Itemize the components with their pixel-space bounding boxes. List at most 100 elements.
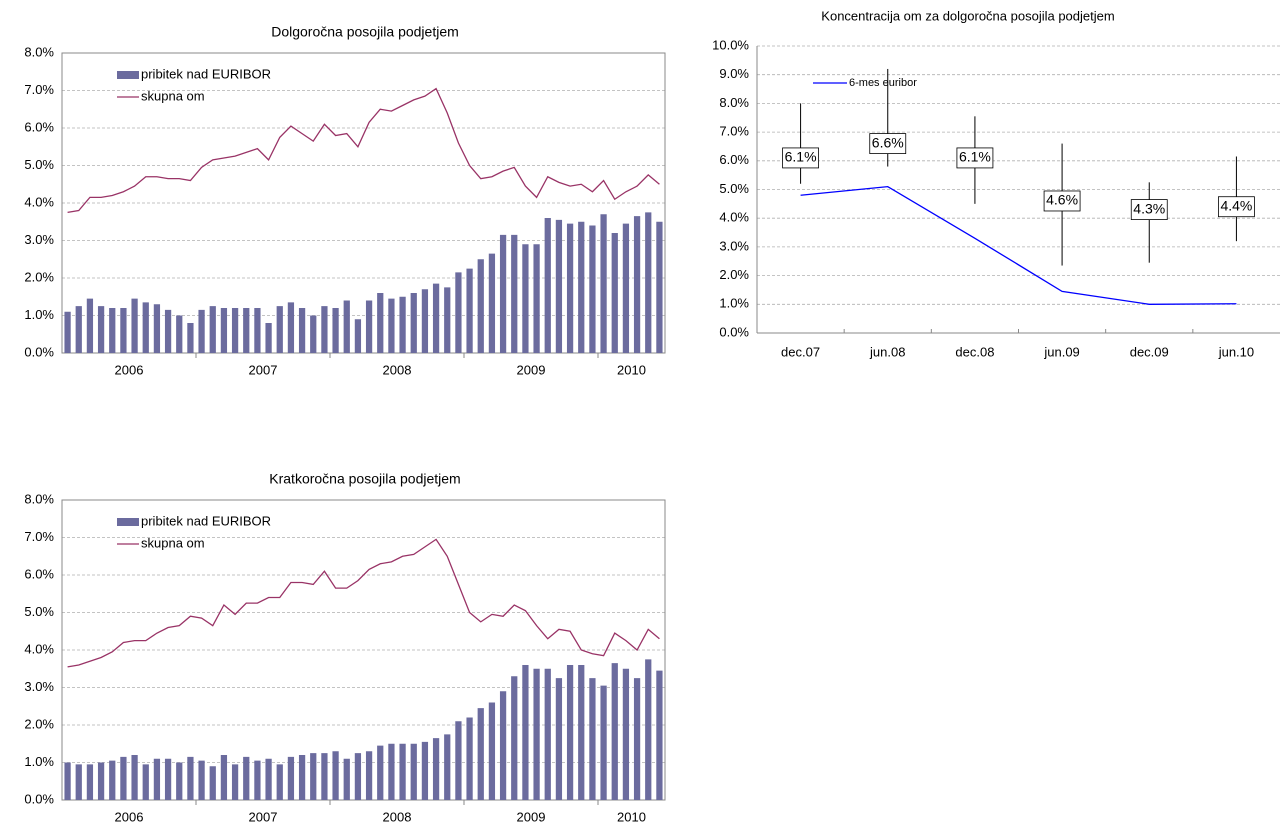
y-tick-label: 3.0% bbox=[719, 238, 749, 253]
bar bbox=[176, 315, 183, 353]
bar bbox=[97, 762, 105, 800]
y-tick-label: 4.0% bbox=[24, 641, 54, 656]
y-tick-label: 0.0% bbox=[719, 324, 749, 339]
bar bbox=[343, 758, 350, 800]
bar bbox=[220, 755, 228, 800]
bar bbox=[410, 743, 417, 800]
bar bbox=[377, 745, 384, 800]
value-box bbox=[956, 147, 994, 169]
y-tick-label: 6.0% bbox=[719, 152, 749, 167]
bar bbox=[544, 668, 551, 800]
y-tick-label: 1.0% bbox=[24, 754, 54, 769]
bar bbox=[243, 308, 250, 353]
bar bbox=[455, 272, 462, 353]
legend-label: skupna om bbox=[141, 535, 205, 550]
bar bbox=[265, 323, 272, 353]
bar bbox=[421, 741, 429, 800]
bar bbox=[566, 665, 574, 800]
value-label: 6.1% bbox=[785, 149, 817, 165]
bar bbox=[432, 283, 440, 353]
legend-swatch bbox=[117, 518, 139, 526]
bar bbox=[466, 717, 473, 800]
bar bbox=[343, 300, 350, 353]
line-series bbox=[67, 538, 660, 668]
bar bbox=[522, 244, 529, 353]
bar bbox=[432, 738, 440, 800]
bar bbox=[243, 756, 250, 800]
value-label: 4.3% bbox=[1133, 200, 1165, 216]
value-label: 4.4% bbox=[1220, 197, 1252, 213]
x-tick-label: jun.08 bbox=[869, 344, 905, 359]
bar bbox=[444, 734, 451, 800]
bar bbox=[477, 259, 484, 353]
bar bbox=[109, 308, 116, 353]
bar bbox=[399, 296, 406, 353]
bar bbox=[600, 685, 607, 800]
x-tick-label: 2007 bbox=[249, 362, 278, 377]
x-tick-label: 2008 bbox=[383, 809, 412, 822]
x-tick-label: 2008 bbox=[383, 362, 412, 377]
chart-title: Dolgoročna posojila podjetjem bbox=[271, 24, 459, 40]
legend-label: skupna om bbox=[141, 88, 205, 103]
y-tick-label: 7.0% bbox=[24, 529, 54, 544]
y-tick-label: 2.0% bbox=[24, 269, 54, 284]
x-tick-label: 2009 bbox=[517, 362, 546, 377]
bar bbox=[511, 234, 518, 353]
bar bbox=[153, 758, 161, 800]
bar bbox=[254, 760, 261, 800]
bar bbox=[209, 306, 216, 353]
bar bbox=[276, 764, 283, 800]
y-tick-label: 0.0% bbox=[24, 344, 54, 359]
bar bbox=[578, 665, 585, 800]
bar bbox=[544, 218, 551, 353]
bar bbox=[589, 225, 596, 353]
bar bbox=[86, 764, 94, 800]
bar bbox=[332, 308, 339, 353]
bar bbox=[499, 234, 507, 353]
bar bbox=[142, 764, 149, 800]
chart-title: Kratkoročna posojila podjetjem bbox=[269, 471, 460, 487]
bar bbox=[86, 298, 94, 353]
bar bbox=[522, 665, 529, 800]
value-label: 4.6% bbox=[1046, 192, 1078, 208]
y-tick-label: 3.0% bbox=[24, 679, 54, 694]
bar bbox=[656, 221, 663, 353]
chart-title: Koncentracija om za dolgoročna posojila … bbox=[821, 8, 1114, 23]
x-tick-label: 2006 bbox=[115, 362, 144, 377]
bar bbox=[153, 304, 161, 353]
bar bbox=[566, 223, 574, 353]
bar bbox=[611, 663, 618, 800]
bar bbox=[176, 762, 183, 800]
bar bbox=[444, 287, 451, 353]
bar bbox=[198, 309, 205, 353]
bar bbox=[645, 212, 652, 353]
bar bbox=[365, 751, 373, 800]
bar bbox=[287, 302, 295, 353]
y-tick-label: 5.0% bbox=[24, 604, 54, 619]
bar bbox=[298, 308, 306, 353]
bar bbox=[466, 268, 473, 353]
bar bbox=[64, 311, 71, 353]
bar bbox=[164, 758, 172, 800]
value-label: 6.1% bbox=[959, 149, 991, 165]
y-tick-label: 7.0% bbox=[24, 82, 54, 97]
bar bbox=[220, 308, 228, 353]
bar bbox=[187, 756, 194, 800]
bar bbox=[477, 708, 484, 800]
y-tick-label: 6.0% bbox=[24, 566, 54, 581]
bar bbox=[555, 219, 563, 353]
bar bbox=[187, 323, 194, 353]
bar bbox=[142, 302, 149, 353]
y-tick-label: 1.0% bbox=[24, 307, 54, 322]
bar bbox=[276, 306, 283, 353]
plot-frame bbox=[61, 499, 666, 801]
x-tick-label: 2006 bbox=[115, 809, 144, 822]
bar bbox=[611, 233, 618, 353]
bar bbox=[64, 762, 71, 800]
bar bbox=[499, 691, 507, 800]
x-tick-label: dec.07 bbox=[781, 344, 820, 359]
y-tick-label: 5.0% bbox=[24, 157, 54, 172]
bar bbox=[120, 308, 127, 353]
